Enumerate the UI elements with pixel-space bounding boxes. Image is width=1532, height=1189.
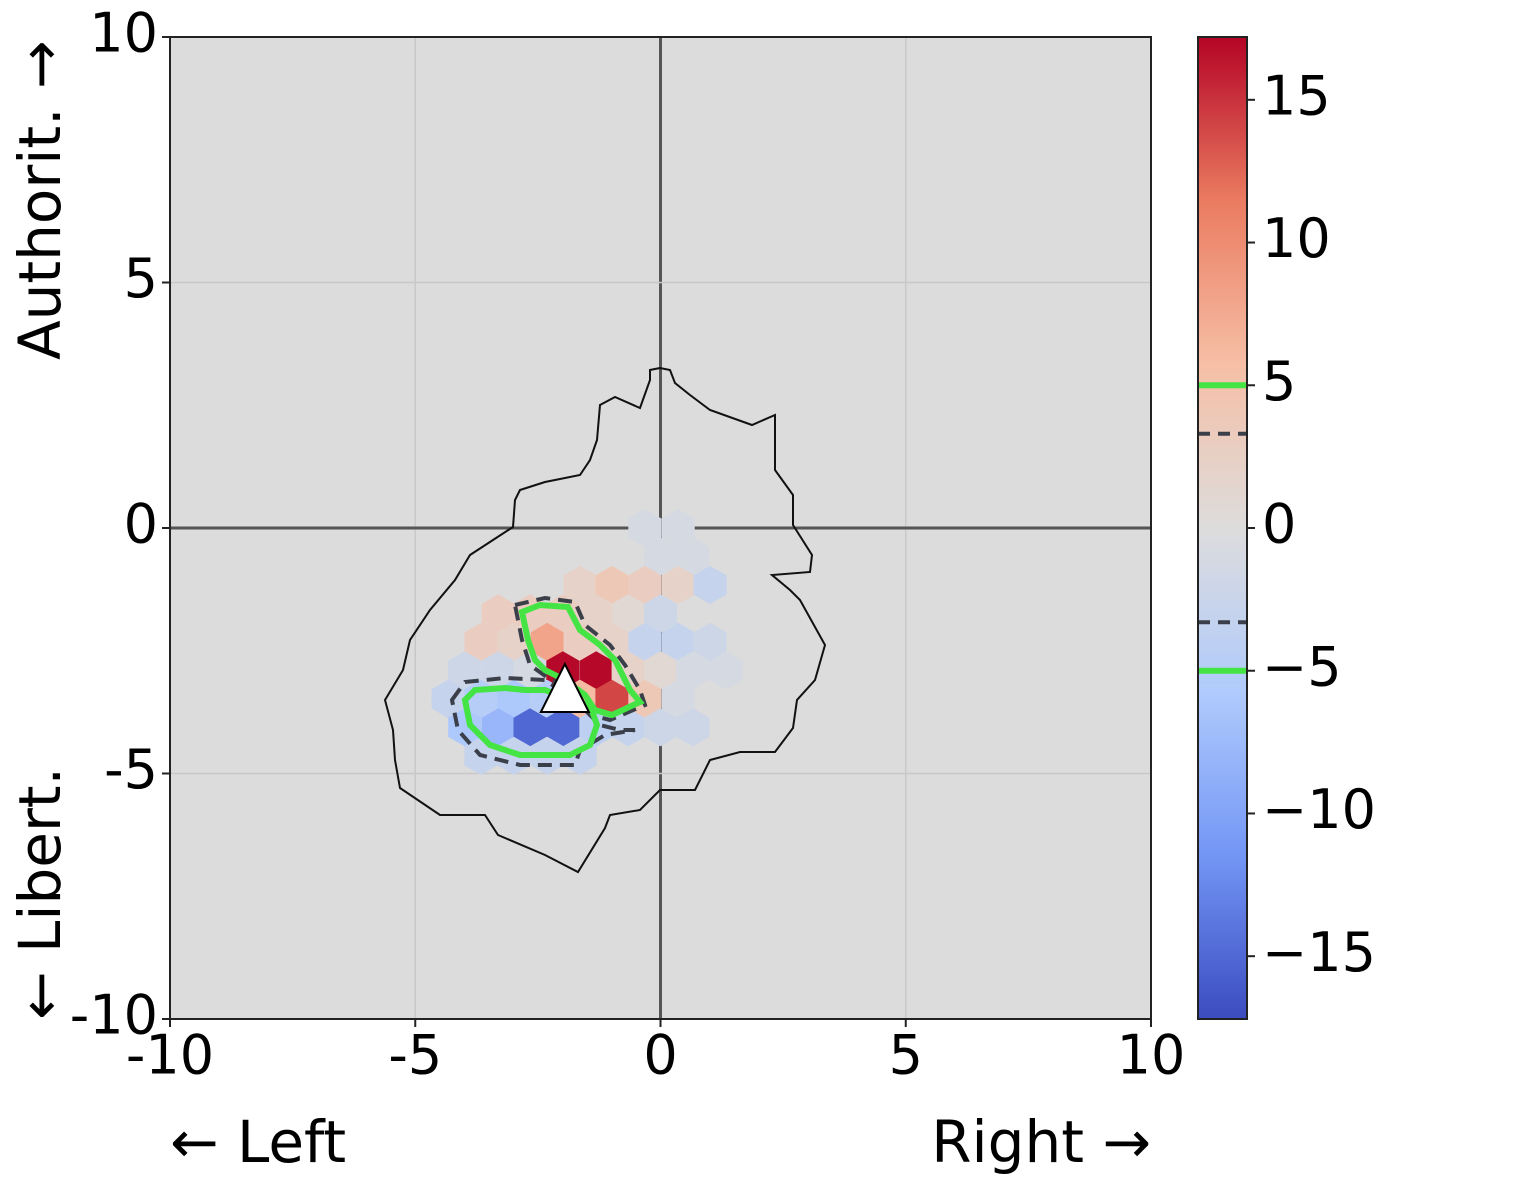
hexbin: [661, 622, 695, 661]
hexbin: [676, 651, 710, 690]
hexbin: [709, 651, 743, 690]
hexbin: [481, 708, 515, 747]
axes: -10 -5 0 5 10 -10 -5 0 5 10: [70, 2, 1186, 1087]
plot-frame: [169, 36, 1152, 1020]
hexbin: [628, 508, 662, 548]
marker: [539, 661, 591, 714]
colorbar-tick-label: 15: [1262, 64, 1331, 127]
x-axis-label: ← Left: [170, 1108, 346, 1176]
hexbin: [595, 565, 629, 605]
hexbin: [644, 594, 677, 633]
hexbin: [661, 565, 695, 605]
x-tick-label: 10: [1117, 1024, 1186, 1087]
hexbin: [546, 708, 580, 747]
colorbar-tick-label: −5: [1262, 635, 1342, 698]
colorbar-tick-label: −15: [1262, 921, 1376, 984]
contour-solid: [518, 601, 645, 719]
contour-solid: [461, 684, 601, 758]
colorbar: [1198, 37, 1247, 1019]
hexbin: [513, 708, 547, 747]
hexbin: [693, 565, 727, 605]
x-tick-label: 0: [643, 1024, 677, 1087]
hexbin: [464, 622, 498, 661]
contour-dashed: [449, 675, 636, 767]
colorbar-tick-label: 5: [1262, 350, 1296, 413]
hexbin: [676, 708, 710, 747]
y-tick-label: 10: [89, 2, 158, 65]
x-tick-label: -5: [388, 1024, 442, 1087]
hexbin: [611, 594, 645, 633]
hexbin: [628, 565, 662, 605]
hexbin: [644, 537, 677, 576]
hexbin: [628, 622, 662, 661]
x-tick-label: -10: [126, 1024, 214, 1087]
colorbar-tick-label: 10: [1262, 207, 1331, 270]
hexbin: [661, 679, 695, 718]
y-tick-label: -5: [104, 738, 158, 801]
hexbin: [579, 651, 613, 690]
hexbin: [676, 537, 710, 576]
y-tick-label: 5: [124, 247, 158, 310]
hexbin: [431, 679, 465, 718]
hexbin: [661, 508, 695, 548]
hexbin: [644, 651, 677, 690]
hexbin: [481, 594, 515, 633]
colorbar-tick-label: −10: [1262, 778, 1376, 841]
hexbin: [611, 708, 645, 747]
contour-dashed: [512, 595, 648, 723]
colorbar-ticks: 15 10 5 0 −5 −10 −15: [1198, 64, 1376, 984]
hexbin: [563, 622, 597, 661]
hexbin: [579, 594, 613, 633]
y-axis-label: ← Libert.: [6, 767, 74, 1020]
colorbar-tick-label: 0: [1262, 493, 1296, 556]
y-tick-label: 0: [124, 493, 158, 556]
y-tick-label: -10: [70, 984, 158, 1047]
hexbin: [530, 622, 564, 661]
hexbin: [693, 622, 727, 661]
y-axis-label: Authorit. →: [6, 40, 74, 360]
hexbin: [563, 565, 597, 605]
colorbar-frame: [1197, 36, 1248, 1020]
x-tick-label: 5: [889, 1024, 923, 1087]
hexbin: [644, 708, 677, 747]
x-axis-label: Right →: [931, 1108, 1151, 1176]
region-outline: [383, 366, 827, 874]
